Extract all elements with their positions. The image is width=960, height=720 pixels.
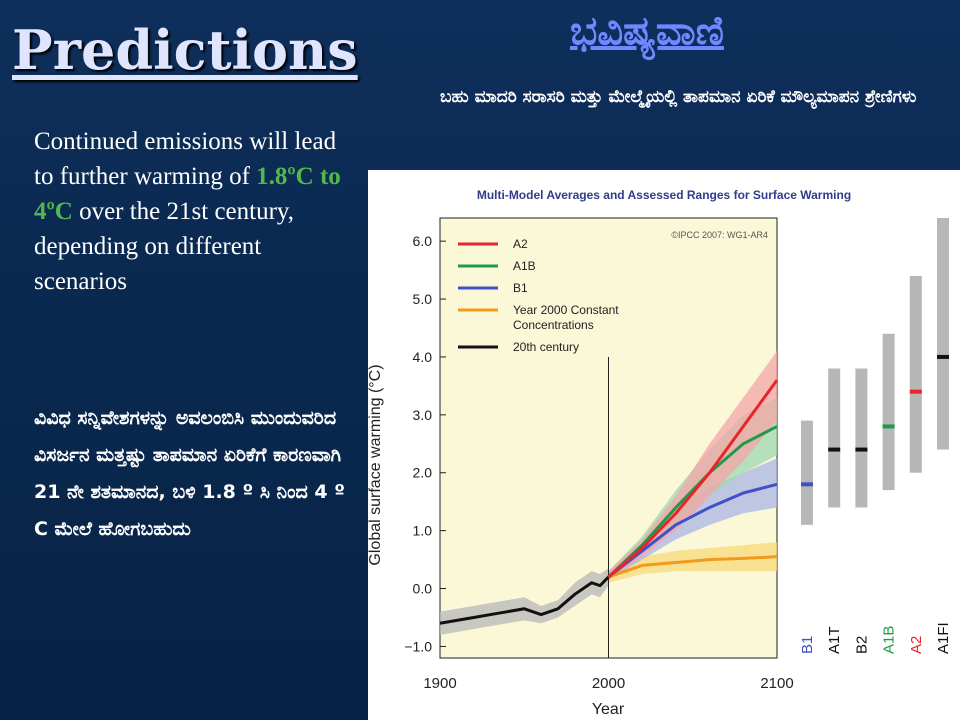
uncertainty-band-0: [608, 351, 777, 580]
series-line-1: [607, 425, 778, 579]
kannada-title: ಭವಿಷ್ಯವಾಣಿ: [570, 8, 724, 54]
series-line-0: [607, 379, 779, 579]
range-best-a2: [909, 389, 922, 394]
y-tick-label-0: 6.0: [413, 233, 433, 249]
y-tick-label-4: 2.0: [413, 465, 433, 481]
range-label-a1b: A1B: [881, 626, 898, 654]
slide-title: Predictions: [12, 18, 358, 82]
y-axis-label: Global surface warming (°C): [368, 364, 384, 565]
range-bar-a1t: [828, 368, 841, 508]
legend-label-3-b: Concentrations: [513, 318, 594, 332]
warming-range-highlight: 1.8ºC to 4ºC: [34, 163, 341, 225]
range-bar-a1fi: [937, 218, 949, 450]
range-best-b1: [801, 482, 813, 487]
warming-chart-panel: Multi-Model Averages and Assessed Ranges…: [368, 170, 960, 720]
warming-chart: Multi-Model Averages and Assessed Ranges…: [368, 188, 952, 718]
kannada-summary: ವಿವಿಧ ಸನ್ನಿವೇಶಗಳನ್ನು ಅವಲಂಬಿಸಿ ಮುಂದುವರಿದ …: [34, 407, 345, 540]
range-bar-b1: [801, 420, 813, 525]
range-best-b2: [855, 447, 868, 452]
range-label-a1fi: A1FI: [935, 622, 952, 654]
uncertainty-band-4: [440, 568, 609, 635]
range-label-b1: B1: [799, 636, 816, 654]
range-best-a1fi: [937, 354, 949, 359]
chart-credit: ©IPCC 2007: WG1-AR4: [671, 230, 768, 240]
range-best-a1b: [882, 424, 895, 429]
x-tick-label-2: 2100: [760, 675, 793, 692]
y-tick-label-2: 4.0: [413, 349, 433, 365]
y-tick-label-7: −1.0: [404, 638, 432, 654]
chart-title: Multi-Model Averages and Assessed Ranges…: [477, 188, 851, 202]
summary-part-2: over the 21st century, depending on diff…: [34, 198, 295, 295]
range-bar-a1b: [882, 333, 895, 491]
y-tick-label-1: 5.0: [413, 291, 433, 307]
legend-label-0: A2: [513, 237, 528, 251]
range-label-b2: B2: [853, 636, 870, 654]
range-best-a1t: [828, 447, 841, 452]
x-tick-label-0: 1900: [423, 675, 456, 692]
range-label-a1t: A1T: [826, 626, 843, 654]
series-line-2: [607, 482, 778, 579]
x-axis-label: Year: [592, 701, 625, 718]
legend-label-4: 20th century: [513, 340, 579, 354]
range-label-a2: A2: [908, 636, 925, 654]
y-tick-label-5: 1.0: [413, 523, 433, 539]
english-summary: Continued emissions will lead to further…: [34, 124, 354, 299]
summary-part-1: Continued emissions will lead to further…: [34, 128, 337, 190]
range-bar-b2: [855, 368, 868, 508]
legend-label-2: B1: [513, 281, 528, 295]
x-tick-label-1: 2000: [592, 675, 625, 692]
y-tick-label-6: 0.0: [413, 581, 433, 597]
legend-label-3: Year 2000 Constant: [513, 303, 619, 317]
range-bar-a2: [909, 275, 922, 473]
kannada-subtitle: ಬಹು ಮಾದರಿ ಸರಾಸರಿ ಮತ್ತು ಮೇಲ್ಮೈಯಲ್ಲಿ ತಾಪಮಾ…: [440, 87, 917, 107]
y-tick-label-3: 3.0: [413, 407, 433, 423]
legend-label-1: A1B: [513, 259, 536, 273]
series-line-3: [608, 555, 778, 579]
series-line-4: [439, 575, 610, 625]
